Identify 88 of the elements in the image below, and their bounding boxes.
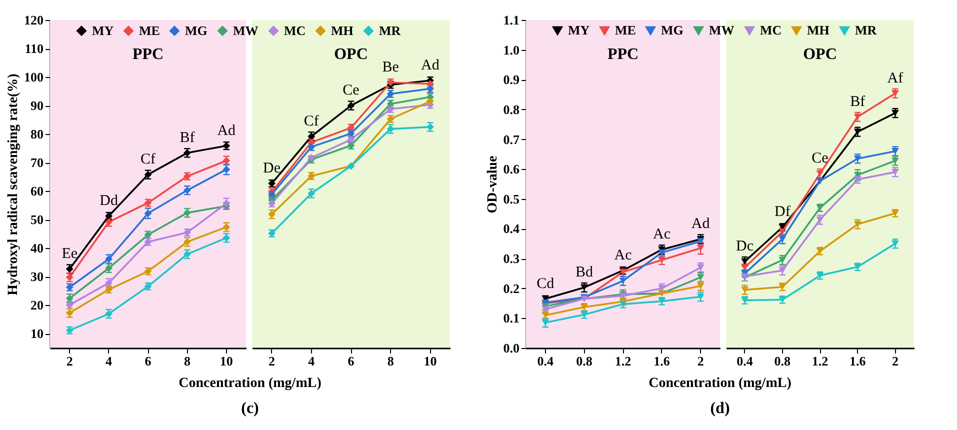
annotation: Cf (304, 113, 319, 130)
annotation: Ce (342, 82, 360, 99)
band-label: OPC (334, 46, 368, 63)
annotation: Df (774, 204, 790, 220)
y-tick-label: 90 (30, 98, 44, 114)
annotation: Bd (575, 264, 594, 280)
x-tick-label: 0.8 (774, 354, 792, 368)
annotation: Af (887, 70, 904, 86)
y-tick-label: 100 (24, 70, 44, 85)
x-tick-label: 2 (268, 354, 276, 368)
annotation: Bf (850, 94, 866, 110)
y-tick-label: 0.7 (503, 132, 520, 147)
annotation: Ad (421, 57, 440, 74)
band-label: PPC (132, 46, 164, 63)
y-tick-label: 1.1 (503, 12, 520, 28)
legend-label: MW (709, 22, 734, 38)
y-tick-label: 30 (30, 269, 44, 284)
annotation: Ce (812, 150, 829, 167)
y-tick-label: 20 (30, 298, 44, 313)
annotation: Dc (736, 238, 754, 255)
x-tick-label: 2 (697, 354, 704, 368)
annotation: Ee (62, 246, 78, 262)
y-tick-label: 0.4 (503, 221, 520, 236)
x-tick-label: 0.4 (736, 354, 754, 368)
legend-label: MH (331, 22, 354, 38)
legend-label: ME (615, 22, 636, 38)
x-tick-label: 10 (424, 354, 437, 368)
legend-label: MY (92, 22, 114, 38)
y-axis-title: Hydroxyl radical scavenging rate(%) (6, 73, 21, 296)
annotation: Ad (691, 216, 710, 232)
y-tick-label: 40 (30, 240, 44, 256)
legend-label: MG (185, 22, 208, 38)
annotation: Ac (653, 226, 671, 243)
y-tick-label: 120 (24, 12, 44, 28)
y-tick-label: 1.0 (503, 42, 520, 58)
x-tick-label: 6 (348, 354, 355, 368)
x-tick-label: 4 (106, 354, 113, 368)
x-axis-title: Concentration (mg/mL) (178, 376, 322, 391)
annotation: De (263, 160, 281, 176)
x-tick-label: 0.4 (537, 354, 554, 368)
annotation: Be (382, 59, 400, 76)
x-tick-label: 1.6 (654, 354, 670, 368)
x-tick-label: 1.2 (614, 354, 632, 368)
y-tick-label: 0.6 (503, 162, 520, 177)
x-tick-label: 4 (308, 354, 316, 368)
annotation: Cf (140, 152, 156, 168)
x-tick-label: 6 (144, 354, 152, 368)
annotation: Ac (614, 247, 632, 264)
text: (c) (241, 400, 259, 417)
x-tick-label: 10 (220, 354, 233, 368)
y-tick-label: 60 (30, 184, 44, 199)
y-tick-label: 10 (30, 326, 44, 342)
y-tick-label: 0.0 (503, 340, 520, 356)
y-tick-label: 80 (30, 126, 44, 142)
legend-label: MR (855, 22, 878, 38)
x-tick-label: 8 (387, 354, 394, 368)
legend-label: MC (284, 22, 306, 38)
x-tick-label: 0.8 (576, 354, 593, 368)
y-tick-label: 0.1 (503, 310, 520, 326)
text: (d) (710, 400, 730, 417)
legend-label: ME (139, 22, 160, 38)
y-axis-title: OD-value (485, 156, 500, 214)
y-tick-label: 0.2 (503, 280, 520, 296)
x-tick-label: 1.2 (812, 354, 828, 368)
x-tick-label: 2 (66, 354, 73, 368)
x-tick-label: 2 (892, 354, 898, 368)
y-tick-label: 0.8 (503, 102, 520, 117)
band-label: OPC (803, 46, 837, 63)
legend-label: MC (760, 22, 782, 38)
legend-label: MG (661, 22, 684, 38)
y-tick-label: 0.9 (503, 72, 520, 88)
y-tick-label: 50 (30, 212, 44, 228)
y-tick-label: 0.3 (503, 251, 520, 266)
annotation: Bf (180, 130, 195, 146)
y-tick-label: 70 (30, 155, 44, 170)
x-tick-label: 8 (184, 354, 191, 368)
annotation: Cd (536, 276, 555, 292)
band-label: PPC (607, 46, 639, 63)
y-tick-label: 110 (24, 41, 44, 56)
annotation: Dd (100, 192, 118, 209)
legend-label: MW (233, 22, 258, 38)
x-tick-label: 1.6 (849, 354, 866, 368)
y-tick-label: 0.5 (503, 191, 520, 206)
legend-label: MY (568, 22, 590, 38)
x-axis-title: Concentration (mg/mL) (648, 376, 792, 391)
legend-label: MH (807, 22, 830, 38)
annotation: Ad (217, 122, 236, 139)
legend-label: MR (379, 22, 402, 38)
